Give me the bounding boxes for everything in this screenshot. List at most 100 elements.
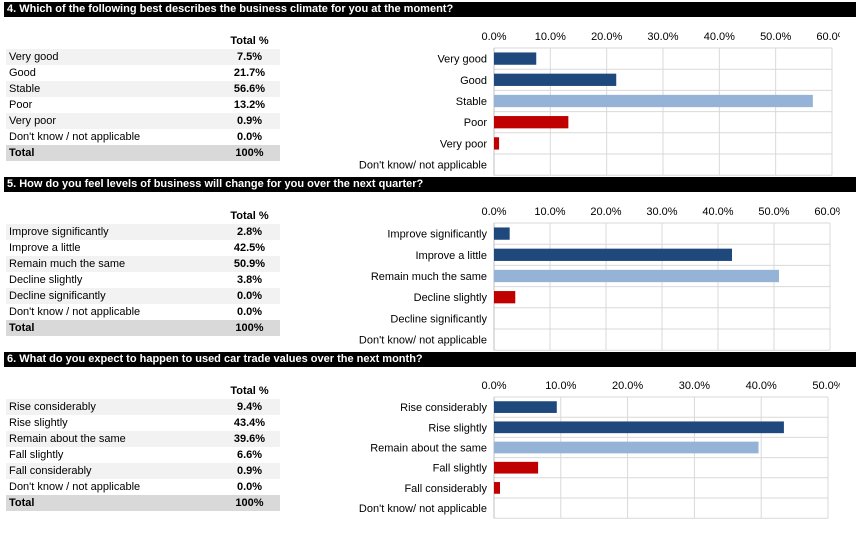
- category-label: Improve a little: [415, 250, 487, 262]
- column-header: Total %: [219, 33, 280, 49]
- x-tick-label: 10.0%: [535, 31, 566, 43]
- table-row: Don't know / not applicable 0.0%: [6, 304, 280, 320]
- category-label: Rise considerably: [400, 402, 487, 414]
- x-tick-label: 30.0%: [647, 31, 678, 43]
- row-value: 43.4%: [219, 415, 280, 431]
- row-value: 21.7%: [219, 65, 280, 81]
- row-value: 0.0%: [219, 479, 280, 495]
- summary-table: Total % Improve significantly 2.8% Improv…: [6, 208, 280, 336]
- question-title: 5. How do you feel levels of business wi…: [4, 177, 856, 192]
- bar: [494, 482, 501, 494]
- x-tick-label: 40.0%: [704, 31, 735, 43]
- table-row: Rise slightly 43.4%: [6, 415, 280, 431]
- bar: [494, 461, 539, 474]
- bar: [494, 269, 780, 283]
- bar: [494, 52, 537, 65]
- row-value: 6.6%: [219, 447, 280, 463]
- row-label: Improve significantly: [6, 224, 219, 240]
- row-value: 3.8%: [219, 272, 280, 288]
- row-label: Good: [6, 65, 219, 81]
- total-value: 100%: [219, 320, 280, 336]
- row-value: 13.2%: [219, 97, 280, 113]
- bar: [494, 401, 557, 413]
- category-label: Decline slightly: [414, 292, 488, 304]
- x-tick-label: 20.0%: [590, 206, 621, 218]
- category-label: Remain much the same: [371, 271, 487, 283]
- bar-chart-business-levels: 0.0% 10.0% 20.0% 30.0% 40.0% 50.0% 60.0% Improv…: [359, 206, 840, 351]
- x-tick-label: 30.0%: [679, 380, 710, 392]
- category-label: Rise slightly: [428, 422, 487, 434]
- bar-chart-business-climate: 0.0% 10.0% 20.0% 30.0% 40.0% 50.0% 60.0% Very g…: [359, 31, 840, 176]
- bar: [494, 116, 569, 129]
- row-value: 2.8%: [219, 224, 280, 240]
- row-label: Poor: [6, 97, 219, 113]
- total-label: Total: [6, 495, 219, 511]
- x-tick-label: 40.0%: [702, 206, 733, 218]
- row-label: Remain much the same: [6, 256, 219, 272]
- row-label: Improve a little: [6, 240, 219, 256]
- table-row: Don't know / not applicable 0.0%: [6, 479, 280, 495]
- bar: [494, 137, 500, 150]
- category-label: Decline significantly: [390, 313, 487, 325]
- table-row: Very good 7.5%: [6, 49, 280, 65]
- total-label: Total: [6, 320, 219, 336]
- category-label: Don't know/ not applicable: [359, 503, 487, 515]
- x-tick-label: 50.0%: [760, 31, 791, 43]
- row-value: 56.6%: [219, 81, 280, 97]
- category-label: Good: [460, 75, 487, 87]
- category-label: Remain about the same: [370, 443, 487, 455]
- category-label: Fall slightly: [433, 463, 488, 475]
- table-row: Good 21.7%: [6, 65, 280, 81]
- row-label: Don't know / not applicable: [6, 304, 219, 320]
- table-row: Poor 13.2%: [6, 97, 280, 113]
- x-tick-label: 50.0%: [758, 206, 789, 218]
- total-row: Total 100%: [6, 320, 280, 336]
- bar: [494, 94, 813, 108]
- category-label: Don't know/ not applicable: [359, 160, 487, 172]
- x-tick-label: 60.0%: [816, 31, 840, 43]
- bar: [494, 73, 617, 86]
- row-label: Very good: [6, 49, 219, 65]
- table-row: Improve a little 42.5%: [6, 240, 280, 256]
- bar: [494, 248, 732, 261]
- row-label: Rise considerably: [6, 399, 219, 415]
- table-row: Improve significantly 2.8%: [6, 224, 280, 240]
- row-label: Decline slightly: [6, 272, 219, 288]
- table-row: Decline slightly 3.8%: [6, 272, 280, 288]
- row-label: Very poor: [6, 113, 219, 129]
- column-header: Total %: [219, 383, 280, 399]
- x-tick-label: 60.0%: [814, 206, 840, 218]
- total-row: Total 100%: [6, 495, 280, 511]
- row-value: 39.6%: [219, 431, 280, 447]
- x-tick-label: 0.0%: [481, 31, 506, 43]
- x-tick-label: 20.0%: [591, 31, 622, 43]
- x-tick-label: 0.0%: [481, 206, 506, 218]
- x-tick-label: 0.0%: [481, 380, 506, 392]
- total-value: 100%: [219, 495, 280, 511]
- bar: [494, 421, 784, 434]
- row-value: 0.9%: [219, 463, 280, 479]
- row-value: 42.5%: [219, 240, 280, 256]
- row-value: 7.5%: [219, 49, 280, 65]
- table-row: Stable 56.6%: [6, 81, 280, 97]
- table-row: Fall considerably 0.9%: [6, 463, 280, 479]
- x-tick-label: 10.0%: [545, 380, 576, 392]
- row-value: 0.0%: [219, 288, 280, 304]
- table-row: Remain much the same 50.9%: [6, 256, 280, 272]
- row-value: 0.0%: [219, 129, 280, 145]
- summary-table: Total % Very good 7.5% Good 21.7% Stable 56…: [6, 33, 280, 161]
- row-value: 0.9%: [219, 113, 280, 129]
- row-label: Don't know / not applicable: [6, 479, 219, 495]
- row-label: Stable: [6, 81, 219, 97]
- bar: [494, 227, 510, 240]
- table-row: Decline significantly 0.0%: [6, 288, 280, 304]
- table-row: Remain about the same 39.6%: [6, 431, 280, 447]
- category-label: Very poor: [440, 138, 487, 150]
- bar-chart-trade-values: 0.0% 10.0% 20.0% 30.0% 40.0% 50.0% Rise consid…: [359, 380, 840, 519]
- bar: [494, 291, 516, 304]
- row-label: Fall slightly: [6, 447, 219, 463]
- table-row: Very poor 0.9%: [6, 113, 280, 129]
- row-label: Rise slightly: [6, 415, 219, 431]
- summary-table: Total % Rise considerably 9.4% Rise sligh…: [6, 383, 280, 511]
- question-title: 4. Which of the following best describes…: [4, 2, 856, 17]
